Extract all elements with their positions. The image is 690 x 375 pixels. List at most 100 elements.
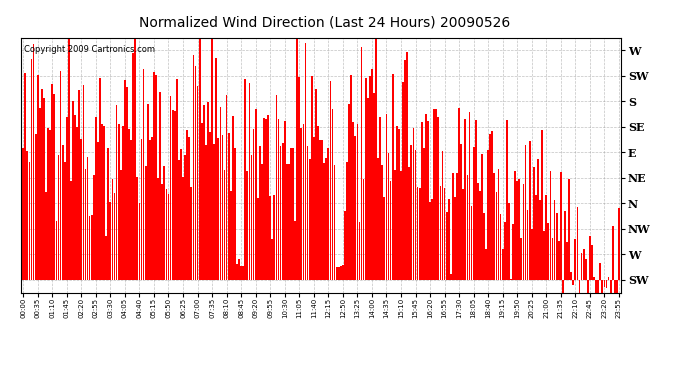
Bar (296, 34, 298, 280)
Bar (244, 79, 246, 280)
Bar (377, 158, 379, 280)
Bar (573, 280, 574, 285)
Bar (585, 259, 586, 280)
Bar (518, 179, 520, 280)
Bar (595, 280, 597, 328)
Bar (164, 166, 165, 280)
Bar (375, 2, 377, 280)
Bar (558, 242, 560, 280)
Bar (184, 154, 186, 280)
Bar (87, 157, 88, 280)
Bar (238, 259, 240, 280)
Bar (302, 124, 304, 280)
Bar (128, 129, 130, 280)
Bar (97, 142, 99, 280)
Bar (132, 54, 134, 280)
Bar (491, 131, 493, 280)
Bar (172, 110, 173, 280)
Bar (190, 187, 193, 280)
Bar (446, 212, 448, 280)
Bar (593, 278, 595, 280)
Bar (282, 143, 284, 280)
Bar (70, 181, 72, 280)
Bar (45, 192, 47, 280)
Bar (81, 140, 82, 280)
Bar (577, 207, 578, 280)
Bar (242, 266, 244, 280)
Bar (506, 120, 508, 280)
Bar (253, 129, 255, 280)
Bar (504, 222, 506, 280)
Bar (571, 272, 572, 280)
Bar (149, 140, 150, 280)
Bar (126, 87, 128, 280)
Bar (317, 126, 319, 280)
Bar (236, 264, 238, 280)
Bar (188, 137, 190, 280)
Bar (59, 71, 61, 280)
Bar (569, 179, 570, 280)
Bar (199, 31, 201, 280)
Bar (319, 140, 321, 280)
Bar (110, 202, 111, 280)
Bar (581, 253, 582, 280)
Bar (182, 177, 184, 280)
Bar (460, 144, 462, 280)
Bar (170, 96, 171, 280)
Bar (406, 52, 408, 280)
Bar (340, 266, 342, 280)
Bar (83, 85, 84, 280)
Bar (526, 210, 529, 280)
Bar (591, 246, 593, 280)
Bar (313, 137, 315, 280)
Bar (398, 129, 400, 280)
Bar (361, 47, 362, 280)
Bar (396, 126, 397, 280)
Bar (139, 203, 140, 280)
Bar (435, 109, 437, 280)
Bar (300, 129, 302, 280)
Bar (145, 166, 146, 280)
Bar (493, 173, 495, 280)
Bar (328, 148, 329, 280)
Bar (28, 162, 30, 280)
Bar (292, 148, 294, 280)
Bar (618, 209, 620, 280)
Bar (43, 98, 45, 280)
Bar (22, 148, 24, 280)
Bar (334, 165, 335, 280)
Bar (475, 120, 477, 280)
Bar (193, 55, 195, 280)
Bar (269, 196, 271, 280)
Bar (336, 267, 337, 280)
Bar (549, 171, 551, 280)
Bar (562, 280, 564, 309)
Bar (604, 280, 605, 286)
Bar (553, 200, 555, 280)
Bar (34, 134, 37, 280)
Bar (508, 203, 510, 280)
Bar (531, 228, 533, 280)
Bar (444, 188, 446, 280)
Bar (355, 136, 356, 280)
Bar (533, 167, 535, 280)
Bar (55, 221, 57, 280)
Bar (415, 150, 416, 280)
Bar (201, 123, 203, 280)
Bar (348, 105, 350, 280)
Bar (112, 179, 113, 280)
Bar (255, 109, 257, 280)
Bar (440, 186, 442, 280)
Bar (541, 130, 543, 280)
Bar (290, 148, 292, 280)
Bar (209, 132, 211, 280)
Bar (529, 141, 531, 280)
Bar (502, 249, 504, 280)
Bar (330, 81, 331, 280)
Bar (324, 163, 325, 280)
Bar (495, 192, 497, 280)
Bar (101, 124, 103, 280)
Bar (431, 198, 433, 280)
Bar (26, 151, 28, 280)
Bar (437, 117, 440, 280)
